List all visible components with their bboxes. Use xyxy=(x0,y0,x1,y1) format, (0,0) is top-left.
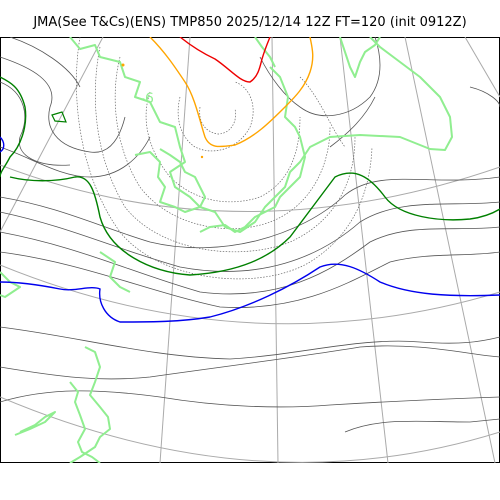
contour-label: -6 xyxy=(140,91,154,107)
coast-upper-mid xyxy=(254,37,276,68)
graticule-meridians xyxy=(0,37,500,463)
isobars xyxy=(0,37,500,433)
coast-island-east xyxy=(199,66,306,233)
coast-peninsula xyxy=(99,251,131,293)
coast-south-3 xyxy=(14,411,56,436)
map-border xyxy=(0,37,500,463)
orange-markers xyxy=(121,63,204,159)
map-panel: -6 xyxy=(0,37,500,463)
dotted-contours xyxy=(76,37,373,280)
coastlines xyxy=(0,37,453,463)
map-title: JMA(See T&Cs)(ENS) TMP850 2025/12/14 12Z… xyxy=(33,15,467,30)
isotherm-red xyxy=(179,37,271,83)
coast-northeast xyxy=(339,37,381,78)
isotherm-green-small xyxy=(51,111,67,123)
isotherm-blue xyxy=(0,263,500,323)
isotherm-orange xyxy=(149,37,314,148)
coast-south-islands xyxy=(69,346,111,463)
isotherm-green-west xyxy=(0,76,27,178)
coast-island-main xyxy=(134,148,206,213)
isotherm-blue-west xyxy=(0,136,5,153)
coast-south-2 xyxy=(69,381,101,463)
isotherm-green xyxy=(9,172,500,276)
coast-west xyxy=(0,271,21,298)
coast-north xyxy=(69,37,453,233)
